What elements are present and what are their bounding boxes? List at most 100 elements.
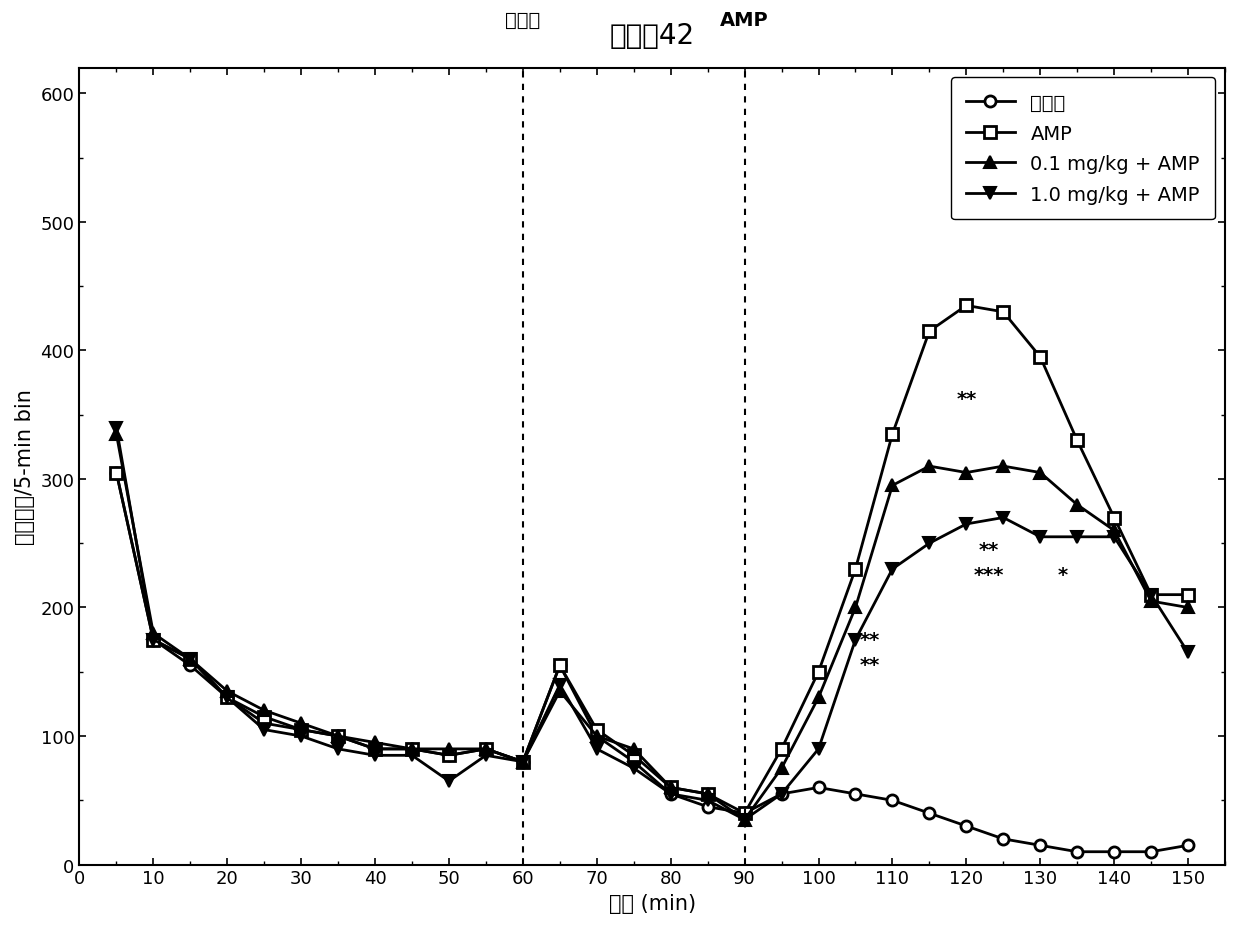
1.0 mg/kg + AMP bbox=[959, 519, 973, 530]
赋形剂 bbox=[1033, 840, 1048, 851]
0.1 mg/kg + AMP bbox=[626, 743, 641, 754]
Line: AMP: AMP bbox=[110, 301, 1194, 818]
Text: **: ** bbox=[861, 656, 880, 675]
赋形剂 bbox=[182, 660, 197, 671]
赋形剂 bbox=[219, 692, 234, 703]
赋形剂 bbox=[959, 820, 973, 831]
Text: AMP: AMP bbox=[720, 11, 769, 30]
Text: **: ** bbox=[956, 390, 976, 409]
AMP bbox=[885, 429, 900, 440]
0.1 mg/kg + AMP bbox=[219, 686, 234, 697]
1.0 mg/kg + AMP bbox=[663, 789, 678, 800]
赋形剂 bbox=[663, 789, 678, 800]
0.1 mg/kg + AMP bbox=[552, 686, 567, 697]
1.0 mg/kg + AMP bbox=[1106, 532, 1121, 543]
AMP bbox=[701, 789, 715, 800]
AMP bbox=[1180, 589, 1195, 600]
1.0 mg/kg + AMP bbox=[294, 730, 309, 741]
1.0 mg/kg + AMP bbox=[479, 750, 494, 761]
0.1 mg/kg + AMP bbox=[182, 653, 197, 664]
AMP bbox=[959, 301, 973, 312]
0.1 mg/kg + AMP bbox=[404, 743, 419, 754]
1.0 mg/kg + AMP bbox=[182, 653, 197, 664]
Text: ***: *** bbox=[973, 566, 1003, 585]
1.0 mg/kg + AMP bbox=[552, 679, 567, 690]
0.1 mg/kg + AMP bbox=[146, 628, 161, 639]
赋形剂 bbox=[996, 833, 1011, 844]
1.0 mg/kg + AMP bbox=[219, 692, 234, 703]
AMP bbox=[441, 750, 456, 761]
0.1 mg/kg + AMP bbox=[774, 763, 789, 774]
AMP bbox=[367, 743, 382, 754]
AMP bbox=[552, 660, 567, 671]
1.0 mg/kg + AMP bbox=[1033, 532, 1048, 543]
Title: 实施例42: 实施例42 bbox=[610, 21, 694, 49]
0.1 mg/kg + AMP bbox=[885, 481, 900, 492]
AMP bbox=[1033, 352, 1048, 363]
赋形剂 bbox=[109, 468, 124, 479]
1.0 mg/kg + AMP bbox=[921, 538, 936, 549]
赋形剂 bbox=[257, 718, 272, 729]
1.0 mg/kg + AMP bbox=[1180, 647, 1195, 658]
赋形剂 bbox=[1143, 846, 1158, 857]
AMP bbox=[257, 712, 272, 723]
赋形剂 bbox=[441, 750, 456, 761]
赋形剂 bbox=[848, 789, 863, 800]
0.1 mg/kg + AMP bbox=[959, 468, 973, 479]
AMP bbox=[921, 327, 936, 338]
0.1 mg/kg + AMP bbox=[737, 814, 751, 825]
Legend: 赋形剂, AMP, 0.1 mg/kg + AMP, 1.0 mg/kg + AMP: 赋形剂, AMP, 0.1 mg/kg + AMP, 1.0 mg/kg + A… bbox=[951, 78, 1215, 220]
赋形剂 bbox=[1106, 846, 1121, 857]
1.0 mg/kg + AMP bbox=[257, 724, 272, 735]
赋形剂 bbox=[774, 789, 789, 800]
赋形剂 bbox=[626, 756, 641, 767]
X-axis label: 时间 (min): 时间 (min) bbox=[609, 893, 696, 913]
赋形剂 bbox=[701, 801, 715, 812]
Text: **: ** bbox=[861, 630, 880, 649]
AMP bbox=[996, 307, 1011, 318]
AMP bbox=[737, 807, 751, 818]
赋形剂 bbox=[516, 756, 531, 767]
赋形剂 bbox=[294, 724, 309, 735]
1.0 mg/kg + AMP bbox=[737, 814, 751, 825]
0.1 mg/kg + AMP bbox=[811, 692, 826, 703]
Line: 赋形剂: 赋形剂 bbox=[110, 468, 1194, 857]
AMP bbox=[219, 692, 234, 703]
AMP bbox=[589, 724, 604, 735]
0.1 mg/kg + AMP bbox=[701, 789, 715, 800]
0.1 mg/kg + AMP bbox=[848, 602, 863, 613]
1.0 mg/kg + AMP bbox=[1070, 532, 1085, 543]
0.1 mg/kg + AMP bbox=[1143, 596, 1158, 607]
AMP bbox=[626, 750, 641, 761]
0.1 mg/kg + AMP bbox=[441, 743, 456, 754]
AMP bbox=[774, 743, 789, 754]
1.0 mg/kg + AMP bbox=[367, 750, 382, 761]
赋形剂 bbox=[404, 743, 419, 754]
AMP bbox=[182, 653, 197, 664]
AMP bbox=[1106, 512, 1121, 523]
1.0 mg/kg + AMP bbox=[516, 756, 531, 767]
赋形剂 bbox=[1070, 846, 1085, 857]
Text: **: ** bbox=[978, 540, 998, 559]
AMP bbox=[479, 743, 494, 754]
AMP bbox=[331, 730, 346, 741]
AMP bbox=[109, 468, 124, 479]
0.1 mg/kg + AMP bbox=[257, 705, 272, 716]
1.0 mg/kg + AMP bbox=[848, 635, 863, 646]
0.1 mg/kg + AMP bbox=[1070, 499, 1085, 510]
AMP bbox=[1143, 589, 1158, 600]
0.1 mg/kg + AMP bbox=[479, 743, 494, 754]
AMP bbox=[848, 563, 863, 574]
Text: 化合物: 化合物 bbox=[505, 11, 541, 30]
赋形剂 bbox=[479, 743, 494, 754]
赋形剂 bbox=[885, 795, 900, 806]
1.0 mg/kg + AMP bbox=[701, 795, 715, 806]
0.1 mg/kg + AMP bbox=[996, 461, 1011, 472]
1.0 mg/kg + AMP bbox=[589, 743, 604, 754]
1.0 mg/kg + AMP bbox=[331, 743, 346, 754]
0.1 mg/kg + AMP bbox=[1106, 525, 1121, 536]
0.1 mg/kg + AMP bbox=[921, 461, 936, 472]
0.1 mg/kg + AMP bbox=[109, 429, 124, 440]
1.0 mg/kg + AMP bbox=[774, 789, 789, 800]
Y-axis label: 活性计数/5-min bin: 活性计数/5-min bin bbox=[15, 389, 35, 545]
